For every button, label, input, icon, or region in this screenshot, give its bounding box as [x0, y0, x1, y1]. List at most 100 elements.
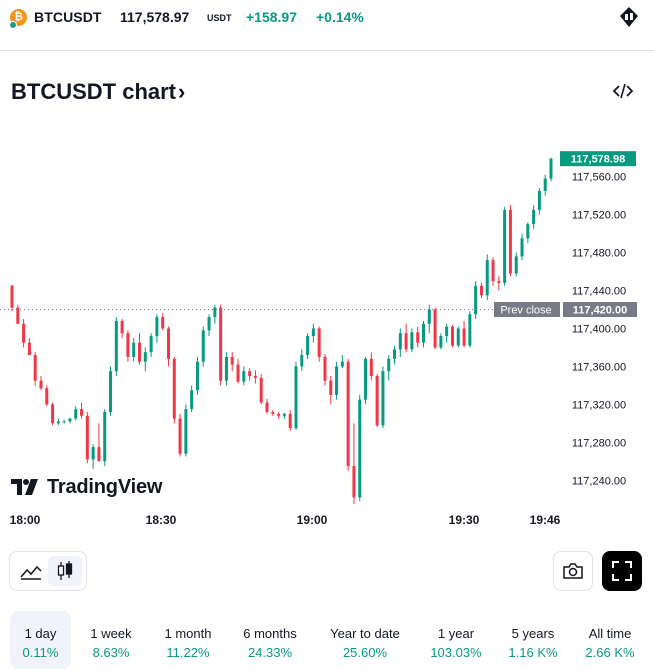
tradingview-badge-icon[interactable]	[618, 6, 640, 28]
price-chart[interactable]: 117,560.00 117,520.00 117,480.00 117,440.00…	[0, 128, 654, 528]
fullscreen-button[interactable]	[602, 551, 642, 591]
candle-body	[68, 418, 72, 422]
candle-body	[166, 328, 170, 359]
candlestick-icon	[57, 561, 73, 580]
candle-body	[22, 323, 26, 343]
candle-body	[253, 375, 257, 378]
candle-body	[433, 309, 437, 348]
currency-label: USDT	[207, 13, 232, 23]
candle-body	[491, 260, 495, 282]
candle-body	[329, 380, 333, 395]
candle-body	[51, 404, 55, 424]
candle-body	[416, 332, 420, 343]
candle-body	[468, 314, 472, 346]
candle-body	[213, 307, 217, 318]
candle-body	[462, 328, 466, 346]
candle-body	[230, 356, 234, 365]
candle-body	[340, 361, 344, 367]
period-1-month[interactable]: 1 month 11.22%	[153, 611, 223, 669]
period-5-years[interactable]: 5 years 1.16 K%	[502, 611, 564, 669]
period-label: 1 day	[24, 626, 57, 641]
price-tick-label: 117,360.00	[572, 361, 626, 373]
price-tick-label: 117,280.00	[572, 437, 626, 449]
candle-body	[393, 349, 397, 359]
candle-body	[323, 356, 327, 381]
period-1-day[interactable]: 1 day 0.11%	[10, 611, 71, 669]
candle-body	[56, 421, 60, 424]
candle-body	[103, 411, 107, 462]
time-tick-label: 19:46	[530, 513, 561, 527]
candle-body	[248, 371, 252, 376]
candle-body	[143, 352, 147, 362]
tradingview-wordmark: TradingView	[47, 475, 163, 498]
candle-body	[190, 390, 194, 410]
candle-body	[346, 361, 350, 467]
candle-body	[195, 361, 199, 391]
price-tick-label: 117,560.00	[572, 172, 626, 184]
candle-body	[427, 309, 431, 324]
candle-body	[450, 326, 454, 346]
chart-style-switch	[9, 551, 87, 591]
symbol-name[interactable]: BTCUSDT	[34, 9, 102, 25]
candle-body	[306, 336, 310, 356]
prev-close-label: Prev close 117,420.00	[494, 302, 637, 318]
period-change: 1.16 K%	[508, 645, 558, 660]
candle-body	[120, 320, 124, 334]
period-1-week[interactable]: 1 week 8.63%	[76, 611, 146, 669]
period-label: 1 month	[164, 626, 212, 641]
fullscreen-icon	[612, 561, 632, 581]
period-all-time[interactable]: All time 2.66 K%	[576, 611, 644, 669]
candle-body	[149, 336, 153, 353]
candle-body	[300, 355, 304, 367]
candle-body	[381, 371, 385, 426]
period-year-to-date[interactable]: Year to date 25.60%	[319, 611, 411, 669]
screenshot-button[interactable]	[553, 551, 593, 591]
candles-button[interactable]	[48, 556, 82, 586]
candle-body	[421, 323, 425, 343]
time-tick-label: 18:30	[146, 513, 177, 527]
candle-body	[126, 333, 130, 357]
candle-body	[445, 326, 449, 337]
area-chart-button[interactable]	[14, 556, 48, 586]
camera-icon	[563, 563, 583, 579]
candle-body	[520, 238, 524, 257]
chevron-right-icon: ›	[178, 79, 186, 104]
period-change: 25.60%	[342, 645, 388, 660]
candle-body	[439, 336, 443, 348]
candle-body	[27, 342, 31, 356]
candle-body	[155, 317, 159, 337]
candle-body	[282, 413, 286, 416]
candle-body	[549, 158, 553, 179]
candle-body	[85, 415, 89, 460]
time-tick-label: 19:30	[449, 513, 480, 527]
candle-body	[526, 224, 530, 239]
period-label: 1 week	[90, 626, 132, 641]
candle-body	[398, 333, 402, 350]
embed-code-icon[interactable]	[612, 82, 634, 100]
candle-body	[364, 358, 368, 400]
chart-title: BTCUSDT chart	[11, 79, 177, 104]
candle-body	[114, 320, 118, 372]
candle-body	[387, 358, 391, 372]
period-6-months[interactable]: 6 months 24.33%	[232, 611, 308, 669]
price-tick-label: 117,400.00	[572, 323, 626, 335]
price-tick-label: 117,240.00	[572, 475, 626, 487]
candle-body	[294, 366, 298, 429]
candle-body	[543, 178, 547, 191]
candle-body	[178, 418, 182, 454]
period-label: 5 years	[511, 626, 555, 641]
price-axis[interactable]: 117,560.00 117,520.00 117,480.00 117,440.00…	[572, 172, 626, 488]
candle-body	[242, 371, 246, 382]
candle-body	[172, 358, 176, 419]
period-1-year[interactable]: 1 year 103.03%	[422, 611, 490, 669]
tether-icon	[9, 21, 17, 29]
time-axis[interactable]: 18:00 18:30 19:00 19:30 19:46	[10, 513, 561, 527]
candle-body	[311, 328, 315, 337]
candle-body	[109, 371, 113, 412]
last-price-tag-value: 117,578.98	[571, 154, 625, 166]
candle-body	[259, 377, 263, 403]
candle-body	[184, 409, 188, 454]
time-tick-label: 18:00	[10, 513, 41, 527]
chart-title-link[interactable]: BTCUSDT chart›	[11, 79, 185, 105]
tradingview-logo[interactable]: TradingView	[11, 475, 162, 499]
